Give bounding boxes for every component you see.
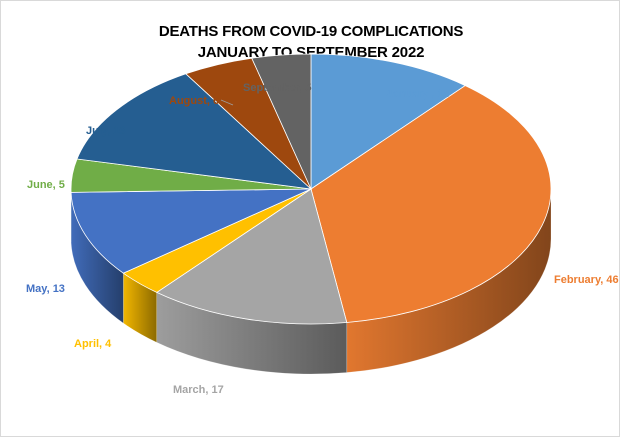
data-label-february: February, 46: [554, 274, 619, 286]
data-label-may: May, 13: [26, 283, 65, 295]
data-label-september: September, 5: [243, 82, 311, 94]
data-label-july: July, 16: [86, 125, 126, 137]
data-label-january: January , 14: [386, 88, 450, 100]
data-label-march: March, 17: [173, 384, 224, 396]
data-label-june: June, 5: [27, 179, 65, 191]
data-label-april: April, 4: [74, 338, 112, 350]
data-label-august: August, 6: [169, 95, 219, 107]
pie-top: [71, 54, 551, 324]
